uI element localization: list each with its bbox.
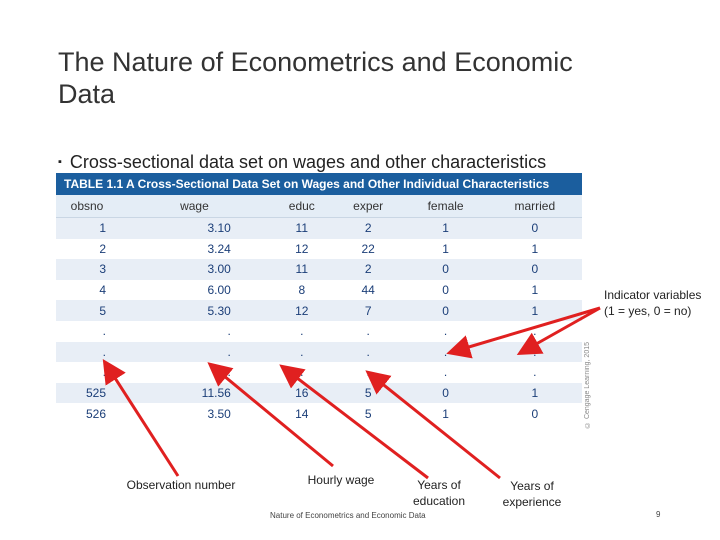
arrow-wage bbox=[207, 362, 334, 468]
cell-educ: 11 bbox=[270, 217, 333, 239]
cell-wage: 3.50 bbox=[118, 403, 271, 424]
col-header-obsno: obsno bbox=[56, 195, 118, 218]
experience-line-1: Years of bbox=[510, 479, 554, 493]
cell-obsno: . bbox=[56, 320, 118, 342]
cell-educ: . bbox=[270, 341, 333, 363]
cell-married: 0 bbox=[487, 217, 582, 239]
arrow-to-married bbox=[516, 306, 601, 355]
cell-female: 0 bbox=[403, 259, 488, 280]
cell-obsno: 3 bbox=[56, 259, 118, 280]
cell-exper: 7 bbox=[332, 300, 404, 321]
cell-educ: 14 bbox=[270, 403, 333, 424]
cell-wage: 3.00 bbox=[118, 259, 271, 280]
page-number: 9 bbox=[656, 510, 661, 519]
col-header-exper: exper bbox=[332, 195, 404, 218]
cell-educ: 12 bbox=[270, 238, 333, 260]
cell-married: 0 bbox=[487, 403, 582, 424]
table-row: 2 3.24 12 22 1 1 bbox=[56, 238, 582, 260]
cell-exper: . bbox=[332, 341, 404, 363]
cell-obsno: 5 bbox=[56, 300, 118, 321]
cell-exper: 2 bbox=[332, 217, 404, 239]
arrow-educ bbox=[279, 364, 429, 480]
cell-educ: 11 bbox=[270, 259, 333, 280]
arrow-observation bbox=[102, 358, 180, 477]
cell-wage: . bbox=[118, 320, 271, 342]
bullet-text: Cross-sectional data set on wages and ot… bbox=[69, 152, 547, 172]
cell-female: 0 bbox=[403, 279, 488, 301]
bullet-point: ▪ Cross-sectional data set on wages and o… bbox=[58, 152, 546, 173]
bullet-icon: ▪ bbox=[58, 156, 62, 168]
col-header-married: married bbox=[487, 195, 582, 218]
cell-exper: 44 bbox=[332, 279, 404, 301]
indicator-line-1: Indicator variables bbox=[604, 288, 702, 302]
education-line-2: education bbox=[412, 494, 466, 508]
education-line-1: Years of bbox=[417, 478, 461, 492]
cell-female: 0 bbox=[403, 382, 488, 404]
arrow-to-female bbox=[446, 306, 601, 359]
observation-number-label: Observation number bbox=[126, 478, 236, 492]
cell-married: . bbox=[487, 362, 582, 383]
indicator-variables-label: Indicator variables (1 = yes, 0 = no) bbox=[604, 287, 701, 319]
cell-wage: . bbox=[118, 341, 271, 363]
cell-married: 1 bbox=[487, 300, 582, 321]
page-title: The Nature of Econometrics and Economic … bbox=[58, 47, 573, 109]
cell-wage: 5.30 bbox=[118, 300, 271, 321]
table-row: 5 5.30 12 7 0 1 bbox=[56, 300, 582, 321]
table-row: 1 3.10 11 2 1 0 bbox=[56, 217, 582, 239]
cell-wage: 11.56 bbox=[118, 382, 271, 404]
cell-female: 0 bbox=[403, 300, 488, 321]
cell-obsno: . bbox=[56, 341, 118, 363]
cell-female: . bbox=[403, 362, 488, 383]
cell-wage: 3.24 bbox=[118, 238, 271, 260]
table-row: 525 11.56 16 5 0 1 bbox=[56, 382, 582, 404]
col-header-educ: educ bbox=[270, 195, 333, 218]
cell-female: 1 bbox=[403, 217, 488, 239]
col-header-female: female bbox=[403, 195, 488, 218]
table-row-ellipsis: . . . . . . bbox=[56, 320, 582, 342]
cell-obsno: 1 bbox=[56, 217, 118, 239]
table-row: 4 6.00 8 44 0 1 bbox=[56, 279, 582, 301]
cell-exper: 22 bbox=[332, 238, 404, 260]
experience-label: Years of experience bbox=[496, 478, 568, 510]
table-caption: TABLE 1.1 A Cross-Sectional Data Set on … bbox=[56, 173, 582, 195]
cell-exper: 2 bbox=[332, 259, 404, 280]
cell-female: 1 bbox=[403, 238, 488, 260]
cell-married: . bbox=[487, 320, 582, 342]
table-row: 3 3.00 11 2 0 0 bbox=[56, 259, 582, 280]
cell-educ: . bbox=[270, 320, 333, 342]
indicator-line-2: (1 = yes, 0 = no) bbox=[604, 304, 692, 318]
col-header-wage: wage bbox=[118, 195, 271, 218]
table-header-row: obsno wage educ exper female married bbox=[56, 195, 582, 218]
cell-educ: 12 bbox=[270, 300, 333, 321]
cell-obsno: 525 bbox=[56, 382, 118, 404]
education-label: Years of education bbox=[404, 477, 474, 509]
footer-text: Nature of Econometrics and Economic Data bbox=[270, 511, 426, 520]
cell-married: 1 bbox=[487, 382, 582, 404]
cell-married: 1 bbox=[487, 238, 582, 260]
arrow-exper bbox=[365, 370, 501, 480]
cell-educ: 8 bbox=[270, 279, 333, 301]
cell-exper: . bbox=[332, 320, 404, 342]
experience-line-2: experience bbox=[502, 495, 562, 509]
cell-married: 1 bbox=[487, 279, 582, 301]
cell-obsno: 526 bbox=[56, 403, 118, 424]
cell-married: 0 bbox=[487, 259, 582, 280]
cell-obsno: 2 bbox=[56, 238, 118, 260]
cell-wage: 3.10 bbox=[118, 217, 271, 239]
cell-wage: 6.00 bbox=[118, 279, 271, 301]
cell-obsno: 4 bbox=[56, 279, 118, 301]
hourly-wage-label: Hourly wage bbox=[307, 473, 375, 487]
